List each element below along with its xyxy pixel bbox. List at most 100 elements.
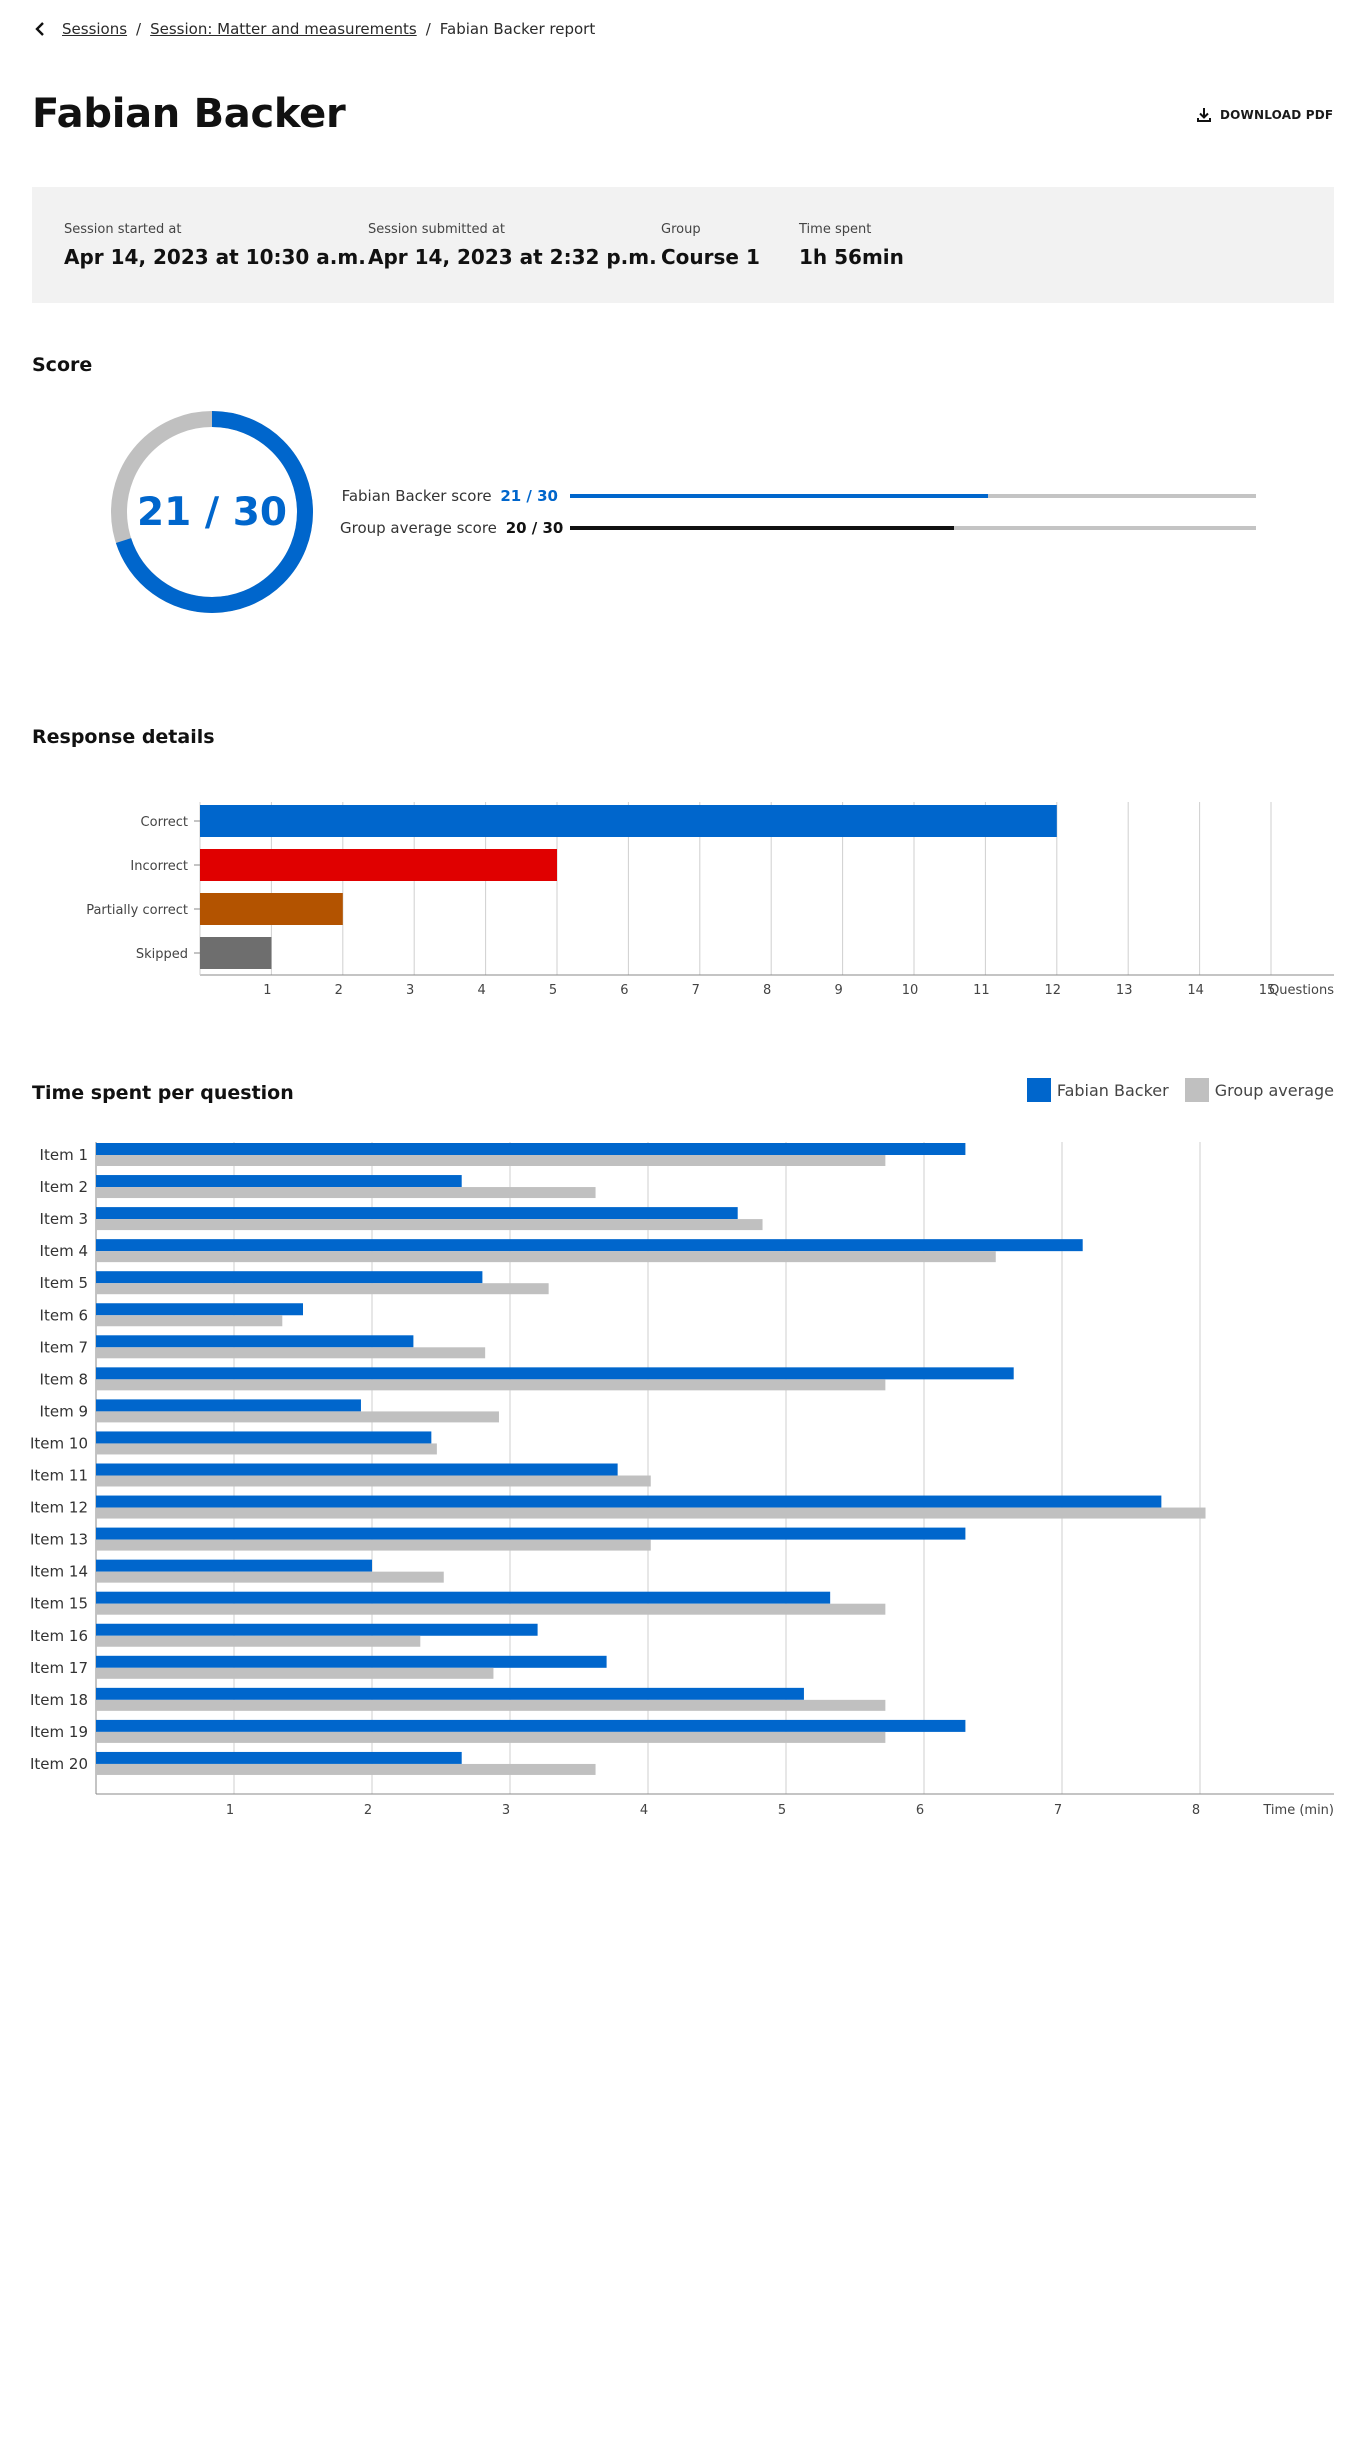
group-time-bar [96,1763,596,1775]
legend-item-group: Group average [1184,1078,1334,1102]
student-time-bar [96,1271,483,1284]
group-time-bar [96,1539,651,1551]
item-label: Item 8 [40,1370,88,1388]
score-bar-track [570,494,1256,498]
student-time-bar [96,1559,372,1572]
response-bar [200,893,343,925]
legend-item-student: Fabian Backer [1026,1078,1169,1102]
x-tick-label: 7 [1054,1803,1062,1818]
item-label: Item 9 [40,1402,88,1420]
student-time-bar [96,1399,361,1412]
download-icon [1196,107,1212,123]
group-time-bar [96,1571,444,1583]
y-tick-label: Correct [141,815,188,830]
breadcrumb: Sessions / Session: Matter and measureme… [32,19,595,39]
y-tick-label: Partially correct [86,903,188,918]
item-label: Item 16 [30,1627,88,1645]
info-label: Group [661,222,701,237]
student-time-bar [96,1463,618,1476]
session-time-spent: Time spent 1h 56min [799,221,904,271]
group-time-bar [96,1379,886,1391]
legend-label: Fabian Backer [1056,1080,1169,1100]
response-bar [200,849,557,881]
item-label: Item 11 [30,1467,88,1485]
student-time-bar [96,1527,966,1540]
score-label-text: Fabian Backer score [341,487,492,505]
group-time-bar [96,1731,886,1743]
legend-swatch [1184,1078,1209,1102]
student-time-bar [96,1495,1162,1508]
group-time-bar [96,1347,486,1359]
response-bar [200,805,1057,837]
x-tick-label: 2 [364,1803,372,1818]
student-time-bar [96,1687,804,1700]
student-time-bar [96,1367,1014,1380]
item-label: Item 20 [30,1755,88,1773]
group-time-bar [96,1315,283,1327]
score-value: 20 / 30 [505,519,564,537]
student-score-label: Fabian Backer score 21 / 30 [340,487,558,505]
session-submitted: Session submitted at Apr 14, 2023 at 2:3… [368,221,657,271]
student-time-bar [96,1335,414,1348]
group-time-bar [96,1699,886,1711]
group-time-bar [96,1443,437,1455]
student-time-bar [96,1239,1083,1252]
x-tick-label: 12 [1045,983,1062,998]
group-time-bar [96,1507,1206,1519]
x-tick-label: 3 [502,1803,510,1818]
student-time-bar [96,1655,607,1668]
y-tick-label: Incorrect [130,859,188,874]
score-bar-track [570,526,1256,530]
info-value: Apr 14, 2023 at 10:30 a.m. [64,245,366,269]
x-axis-label: Questions [1269,983,1334,998]
session-started: Session started at Apr 14, 2023 at 10:30… [64,221,366,271]
group-score-row: Group average score 20 / 30 [340,516,1256,540]
legend-label: Group average [1214,1080,1334,1100]
group-score-label: Group average score 20 / 30 [340,519,563,537]
x-axis-label: Time (min) [1262,1803,1334,1818]
x-tick-label: 4 [477,983,485,998]
response-details-title: Response details [32,726,215,748]
group-time-bar [96,1635,421,1647]
student-time-bar [96,1431,432,1444]
response-bar [200,937,272,969]
breadcrumb-link-session[interactable]: Session: Matter and measurements [150,20,417,38]
item-label: Item 1 [40,1146,88,1164]
session-group: Group Course 1 [661,221,760,271]
x-tick-label: 6 [620,983,628,998]
student-time-bar [96,1207,738,1220]
donut-score-arc [111,411,313,613]
x-tick-label: 1 [226,1803,234,1818]
item-label: Item 17 [30,1659,88,1677]
item-label: Item 15 [30,1595,88,1613]
item-label: Item 4 [40,1242,88,1260]
student-score-row: Fabian Backer score 21 / 30 [340,484,1256,508]
x-tick-label: 2 [335,983,343,998]
score-bar-fill [570,526,955,530]
info-label: Time spent [799,222,872,237]
student-time-bar [96,1751,462,1764]
group-time-bar [96,1219,763,1231]
breadcrumb-link-sessions[interactable]: Sessions [62,20,128,38]
item-label: Item 14 [30,1563,88,1581]
session-info-panel: Session started at Apr 14, 2023 at 10:30… [32,187,1334,303]
x-tick-label: 3 [406,983,414,998]
donut-score-label: 21 / 30 [137,489,287,535]
item-label: Item 18 [30,1691,88,1709]
page-title: Fabian Backer [32,91,346,137]
breadcrumb-current: Fabian Backer report [439,20,596,38]
x-tick-label: 15 [1259,983,1276,998]
info-value: 1h 56min [799,245,904,269]
time-spent-chart: Item 1 Item 2 Item 3 Item 4 Item 5 Item 6 Item… [30,1142,1334,1818]
info-label: Session started at [64,222,182,237]
student-time-bar [96,1719,966,1732]
x-tick-label: 4 [640,1803,648,1818]
item-label: Item 5 [40,1274,88,1292]
x-tick-label: 8 [1192,1803,1200,1818]
download-pdf-button[interactable]: DOWNLOAD PDF [1190,100,1339,130]
item-label: Item 12 [30,1499,88,1517]
x-tick-label: 5 [778,1803,786,1818]
chevron-left-icon[interactable] [32,21,48,37]
x-tick-label: 13 [1116,983,1133,998]
x-tick-label: 6 [916,1803,924,1818]
